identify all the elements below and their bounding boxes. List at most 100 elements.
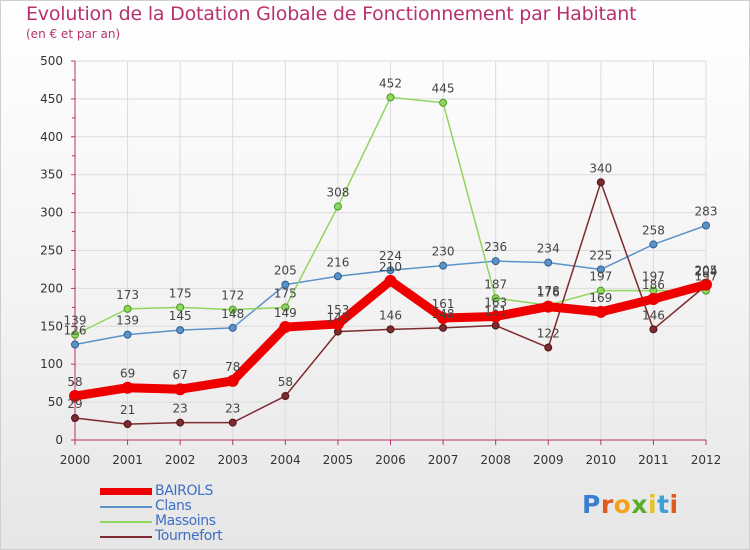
data-point-clans [123, 330, 132, 339]
data-point-clans [71, 340, 79, 349]
data-point-clans [544, 258, 553, 267]
data-point-clans [439, 261, 448, 270]
y-tick-label: 400 [40, 130, 63, 144]
x-tick-label: 2010 [586, 453, 617, 467]
data-label-massoins: 197 [695, 270, 718, 284]
legend-swatch-clans [100, 506, 152, 508]
data-point-massoins [439, 98, 448, 107]
data-label-tournefort: 146 [379, 308, 402, 322]
data-label-tournefort: 29 [67, 397, 82, 411]
data-label-clans: 145 [169, 309, 192, 323]
series-clans [71, 221, 710, 349]
y-tick-label: 150 [40, 319, 63, 333]
logo-letter: x [631, 490, 648, 519]
legend-item-bairols: BAIROLS [100, 483, 300, 499]
data-label-bairols: 58 [67, 375, 82, 389]
data-label-massoins: 178 [537, 284, 560, 298]
data-point-bairols [384, 274, 397, 287]
legend-label-tournefort: Tournefort [155, 528, 223, 544]
data-label-tournefort: 143 [326, 311, 349, 325]
data-point-clans [649, 240, 658, 249]
legend-item-tournefort: Tournefort [100, 528, 300, 544]
data-label-massoins: 175 [274, 286, 297, 300]
data-point-clans [176, 326, 185, 335]
data-label-massoins: 173 [116, 288, 139, 302]
data-point-massoins [596, 286, 605, 295]
x-tick-label: 2009 [533, 453, 564, 467]
x-tick-label: 2012 [691, 453, 722, 467]
data-point-tournefort [228, 418, 237, 427]
data-label-clans: 236 [484, 240, 507, 254]
data-label-bairols: 176 [537, 286, 560, 300]
legend-swatch-tournefort [100, 536, 152, 538]
data-label-massoins: 197 [642, 270, 665, 284]
data-point-clans [596, 265, 605, 274]
data-label-bairols: 186 [642, 278, 665, 292]
data-label-clans: 216 [326, 255, 349, 269]
data-point-bairols [121, 381, 134, 394]
data-label-clans: 283 [695, 204, 718, 218]
data-point-bairols [647, 293, 660, 306]
legend-item-massoins: Massoins [100, 513, 300, 529]
x-tick-label: 2011 [638, 453, 669, 467]
data-label-tournefort: 204 [695, 264, 718, 278]
data-point-bairols [700, 278, 712, 291]
data-label-bairols: 78 [225, 360, 240, 374]
data-point-tournefort [596, 178, 605, 187]
y-tick-label: 450 [40, 92, 63, 106]
data-label-massoins: 172 [221, 289, 244, 303]
y-tick-label: 250 [40, 244, 63, 258]
data-label-tournefort: 23 [173, 402, 188, 416]
data-label-tournefort: 58 [278, 375, 293, 389]
data-point-bairols [226, 374, 239, 387]
data-label-massoins: 139 [64, 314, 87, 328]
data-point-clans [702, 221, 710, 230]
data-point-massoins [228, 305, 237, 314]
data-label-clans: 225 [589, 248, 612, 262]
data-label-clans: 148 [221, 307, 244, 321]
chart-title: Evolution de la Dotation Globale de Fonc… [26, 3, 637, 25]
data-label-bairols: 163 [484, 295, 507, 309]
x-tick-label: 2006 [375, 453, 406, 467]
data-label-massoins: 308 [326, 186, 349, 200]
data-point-tournefort [281, 392, 290, 401]
data-point-tournefort [123, 420, 132, 429]
y-tick-label: 200 [40, 281, 63, 295]
data-point-bairols [437, 311, 450, 324]
y-tick-label: 300 [40, 206, 63, 220]
data-point-bairols [594, 305, 607, 318]
data-point-clans [228, 323, 237, 332]
data-point-bairols [489, 310, 502, 323]
data-point-clans [386, 266, 395, 275]
y-tick-label: 100 [40, 357, 63, 371]
legend-label-bairols: BAIROLS [155, 483, 213, 499]
legend-item-clans: Clans [100, 498, 300, 514]
data-label-bairols: 153 [326, 303, 349, 317]
x-tick-label: 2007 [428, 453, 459, 467]
data-label-massoins: 445 [432, 82, 455, 96]
data-label-tournefort: 146 [642, 308, 665, 322]
data-point-tournefort [386, 325, 395, 334]
x-tick-label: 2008 [480, 453, 511, 467]
series-layer [69, 93, 712, 429]
legend-swatch-massoins [100, 521, 152, 523]
data-label-tournefort: 21 [120, 403, 135, 417]
data-point-bairols [331, 318, 344, 331]
y-tick-label: 350 [40, 168, 63, 182]
data-label-bairols: 69 [120, 367, 135, 381]
data-label-clans: 205 [274, 264, 297, 278]
legend-label-massoins: Massoins [155, 513, 216, 529]
data-label-clans: 230 [432, 245, 455, 259]
data-point-clans [281, 280, 290, 289]
data-label-tournefort: 23 [225, 402, 240, 416]
x-tick-label: 2003 [217, 453, 248, 467]
data-label-clans: 224 [379, 249, 402, 263]
data-point-tournefort [176, 418, 185, 427]
x-tick-label: 2004 [270, 453, 301, 467]
data-label-bairols: 149 [274, 306, 297, 320]
data-point-tournefort [491, 321, 500, 330]
data-label-massoins: 175 [169, 286, 192, 300]
